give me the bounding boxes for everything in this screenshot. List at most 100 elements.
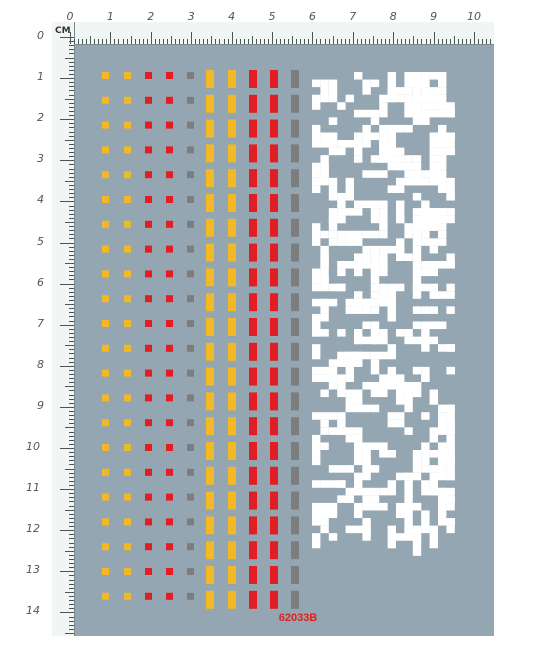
white-camo-segment	[312, 434, 321, 458]
tall-red-decal	[249, 218, 257, 237]
white-camo-segment	[387, 283, 396, 299]
white-camo-segment	[370, 117, 380, 125]
left-ruler-tick	[69, 517, 74, 519]
top-ruler-tick	[130, 36, 132, 44]
left-ruler-tick	[69, 579, 74, 581]
white-camo-segment	[446, 177, 455, 201]
left-ruler-tick	[65, 468, 74, 470]
left-ruler-tick	[69, 600, 74, 602]
top-ruler-tick	[223, 39, 225, 44]
left-ruler-tick	[69, 476, 74, 478]
top-ruler-tick	[187, 39, 189, 44]
white-camo-segment	[387, 72, 396, 80]
white-camo-segment	[320, 480, 346, 488]
tall-gray-decal	[291, 566, 299, 584]
small-red-decal	[145, 295, 152, 303]
top-ruler-tick	[445, 39, 447, 44]
left-ruler-tick	[69, 226, 74, 228]
white-camo-segment	[438, 261, 455, 269]
top-ruler-tick	[429, 39, 431, 44]
left-ruler-tick	[69, 110, 74, 112]
top-ruler-tick	[235, 39, 237, 44]
top-ruler-number: 8	[389, 10, 397, 23]
white-camo-segment	[362, 465, 380, 473]
tall-yellow-decal	[206, 169, 214, 188]
tall-yellow-decal	[228, 466, 236, 485]
white-camo-segment	[354, 253, 363, 261]
top-ruler-tick	[474, 32, 475, 44]
small-red-decal	[145, 245, 152, 253]
white-camo-segment	[379, 502, 388, 511]
small-gray-decal	[187, 344, 194, 352]
top-ruler-tick	[360, 39, 362, 44]
white-camo-segment	[362, 230, 380, 239]
small-yellow-decal	[102, 444, 109, 451]
left-ruler-number: 1	[37, 70, 44, 84]
left-ruler-tick	[69, 287, 74, 289]
left-ruler-tick	[69, 484, 74, 486]
top-ruler-tick	[364, 39, 366, 44]
left-ruler-tick	[65, 98, 74, 100]
small-red-decal	[166, 245, 173, 253]
left-ruler-tick	[69, 209, 74, 211]
small-gray-decal	[187, 196, 194, 203]
small-red-decal	[166, 295, 173, 303]
top-ruler-tick	[344, 39, 346, 44]
white-camo-segment	[370, 359, 380, 375]
left-ruler-tick	[69, 250, 74, 252]
left-ruler-tick	[69, 435, 74, 437]
white-camo-segment	[345, 465, 354, 473]
white-camo-segment	[370, 336, 388, 345]
left-ruler-tick	[69, 341, 74, 343]
white-camo-segment	[396, 215, 405, 224]
top-ruler-tick	[179, 39, 181, 44]
left-ruler-tick	[69, 575, 74, 577]
white-camo-segment	[312, 533, 321, 549]
white-camo-segment	[345, 434, 354, 443]
top-ruler-number: 3	[187, 10, 195, 23]
left-ruler-tick	[60, 37, 74, 38]
top-ruler-tick	[478, 39, 480, 44]
left-ruler-tick	[69, 45, 74, 47]
tall-yellow-decal	[206, 590, 214, 609]
left-ruler-tick	[69, 616, 74, 618]
small-gray-decal	[187, 493, 194, 501]
top-ruler-tick	[320, 39, 322, 44]
left-ruler-tick	[69, 369, 74, 371]
white-camo-segment	[438, 495, 455, 503]
top-ruler-tick	[453, 36, 455, 44]
small-red-decal	[166, 121, 173, 129]
white-camo-segment	[312, 140, 338, 148]
white-camo-segment	[362, 306, 371, 314]
small-yellow-decal	[124, 245, 131, 253]
top-ruler-tick	[247, 39, 249, 44]
white-camo-segment	[429, 140, 455, 148]
tall-gray-decal	[291, 144, 299, 163]
small-yellow-decal	[102, 171, 109, 179]
white-camo-segment	[429, 321, 438, 330]
white-camo-segment	[446, 502, 455, 511]
white-camo-segment	[345, 230, 354, 246]
white-camo-segment	[387, 480, 396, 496]
white-camo-segment	[312, 366, 338, 375]
white-camo-segment	[412, 72, 422, 80]
white-camo-segment	[421, 465, 438, 473]
white-camo-segment	[396, 329, 405, 337]
white-camo-segment	[354, 404, 371, 413]
top-ruler-tick	[171, 36, 172, 44]
left-ruler-tick	[69, 456, 74, 458]
left-ruler-tick	[60, 489, 74, 491]
tall-yellow-decal	[206, 194, 214, 212]
small-yellow-decal	[102, 220, 109, 228]
white-camo-segment	[362, 487, 380, 496]
tall-yellow-decal	[206, 516, 214, 535]
white-camo-segment	[396, 533, 422, 541]
white-camo-segment	[328, 79, 338, 103]
white-camo-segment	[312, 94, 321, 110]
left-ruler-tick	[65, 180, 74, 182]
left-ruler-tick	[69, 497, 74, 499]
left-ruler-tick	[69, 267, 74, 269]
left-ruler-tick	[69, 558, 74, 560]
small-yellow-decal	[102, 96, 109, 104]
white-camo-segment	[438, 412, 447, 435]
